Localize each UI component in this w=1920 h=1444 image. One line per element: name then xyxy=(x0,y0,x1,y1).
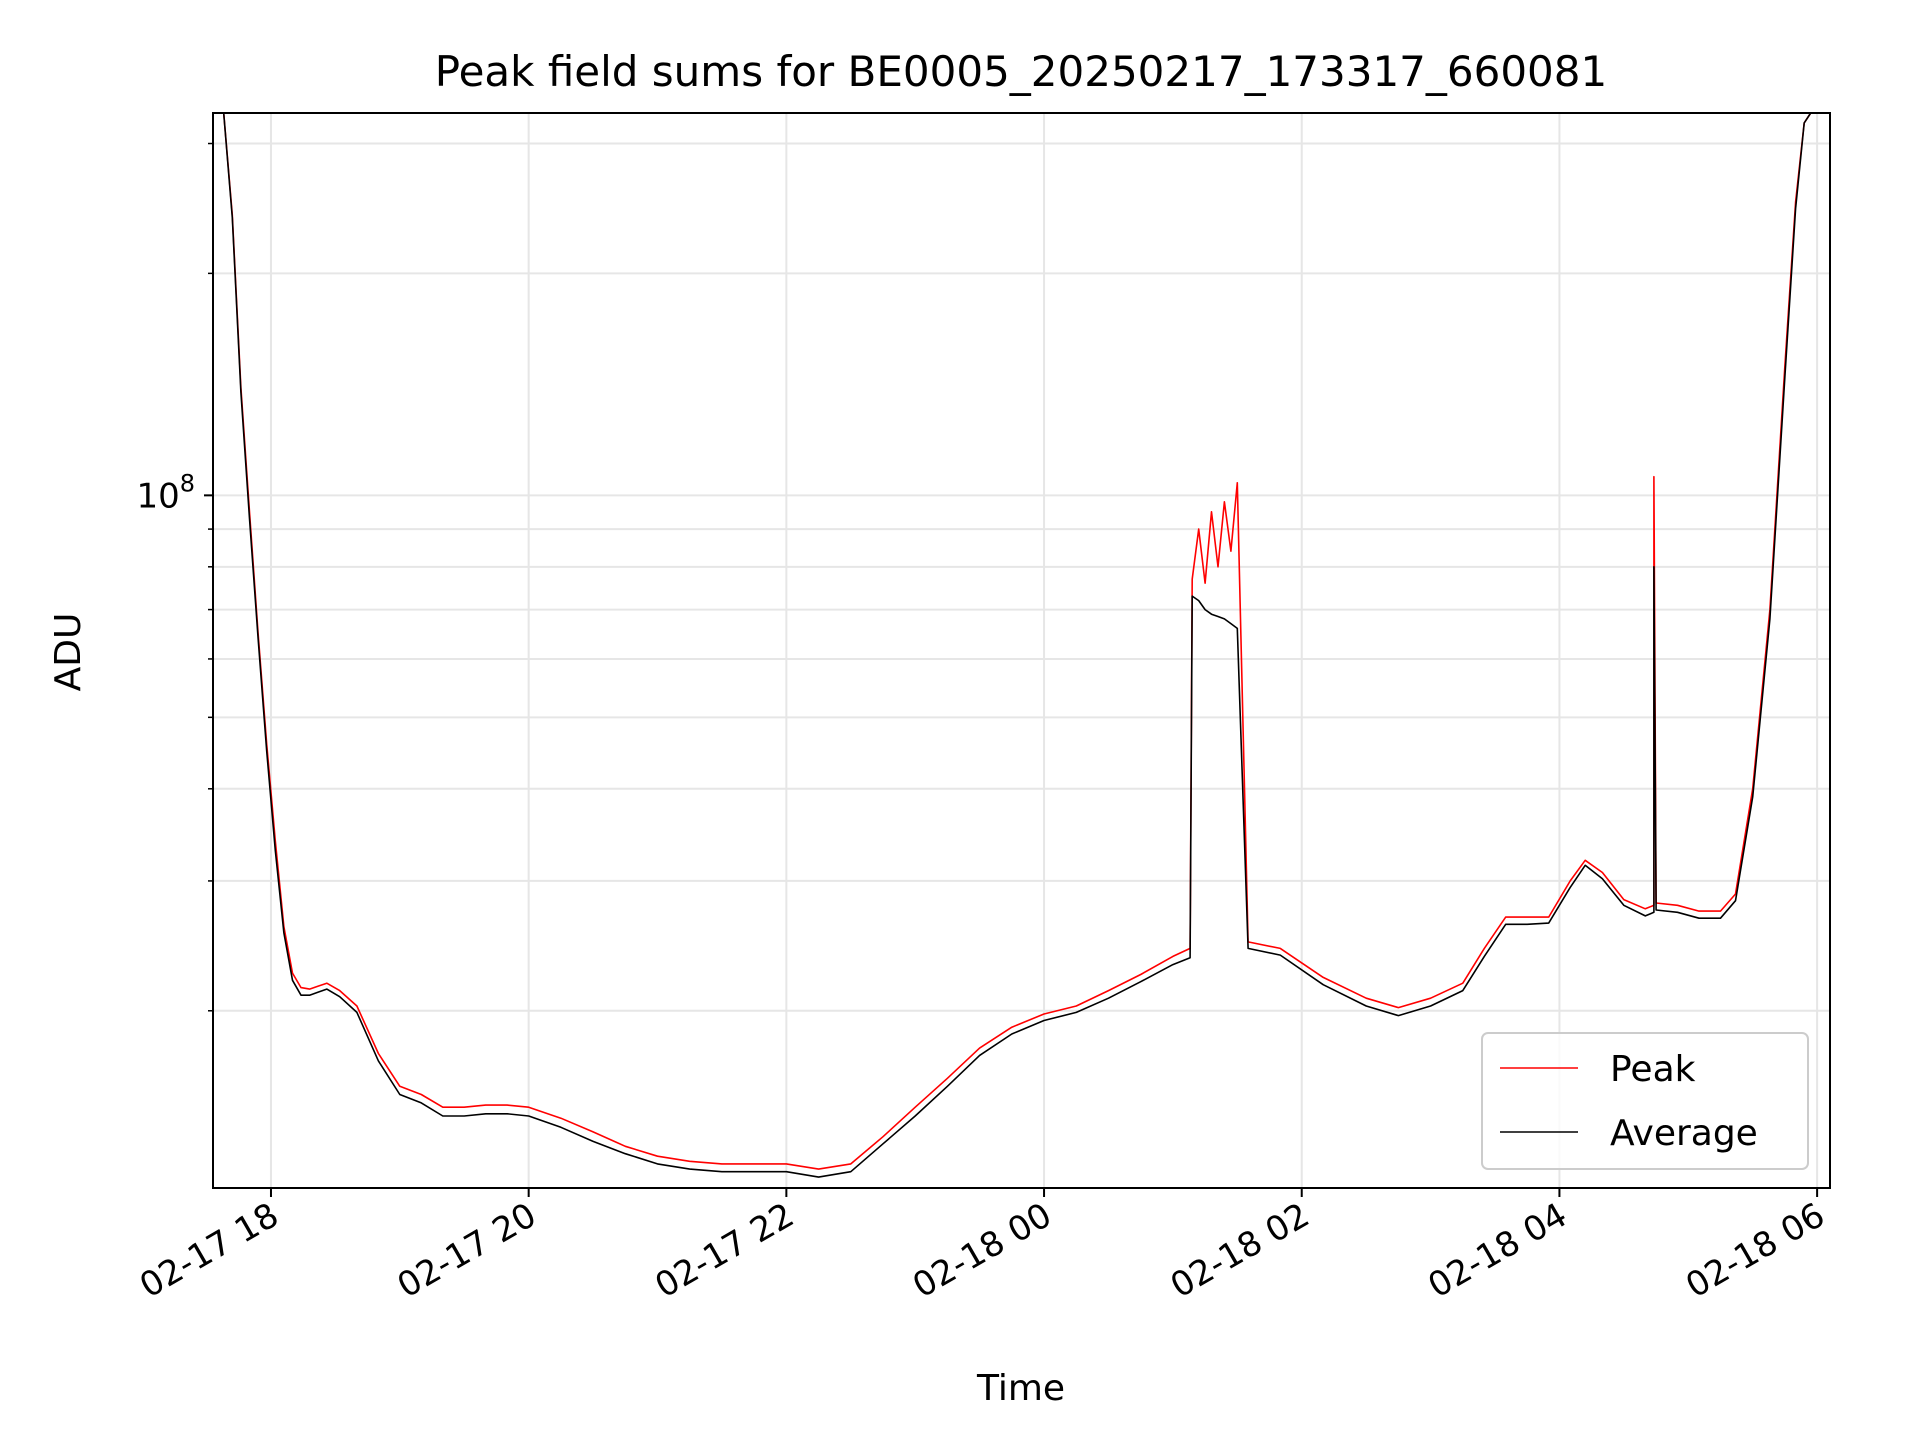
series-lines xyxy=(222,112,1818,1178)
legend-box xyxy=(1481,1032,1809,1170)
legend-label-average: Average xyxy=(1610,1113,1758,1154)
chart-title: Peak field sums for BE0005_20250217_1733… xyxy=(435,47,1607,96)
x-tick-label: 02-17 20 xyxy=(391,1195,543,1306)
legend: Peak Average xyxy=(1481,1032,1809,1170)
legend-label-peak: Peak xyxy=(1610,1049,1696,1090)
x-tick-label: 02-18 00 xyxy=(906,1195,1058,1306)
x-tick-label: 02-17 22 xyxy=(648,1195,800,1306)
series-line-average xyxy=(222,112,1818,1178)
y-axis-ticks: 108 xyxy=(136,142,213,1012)
x-axis-ticks: 02-17 18 02-17 20 02-17 22 02-18 00 02-18 02… xyxy=(133,1188,1832,1306)
grid xyxy=(213,113,1830,1188)
x-tick-label: 02-18 06 xyxy=(1679,1195,1831,1306)
y-tick-label: 108 xyxy=(136,469,195,516)
x-tick-label: 02-18 04 xyxy=(1422,1195,1574,1306)
x-axis-label: Time xyxy=(976,1368,1065,1409)
plot-area-frame xyxy=(212,112,1831,1189)
y-axis-label: ADU xyxy=(48,613,89,692)
series-line-peak xyxy=(222,112,1818,1170)
x-tick-label: 02-17 18 xyxy=(133,1195,285,1306)
x-tick-label: 02-18 02 xyxy=(1164,1195,1316,1306)
